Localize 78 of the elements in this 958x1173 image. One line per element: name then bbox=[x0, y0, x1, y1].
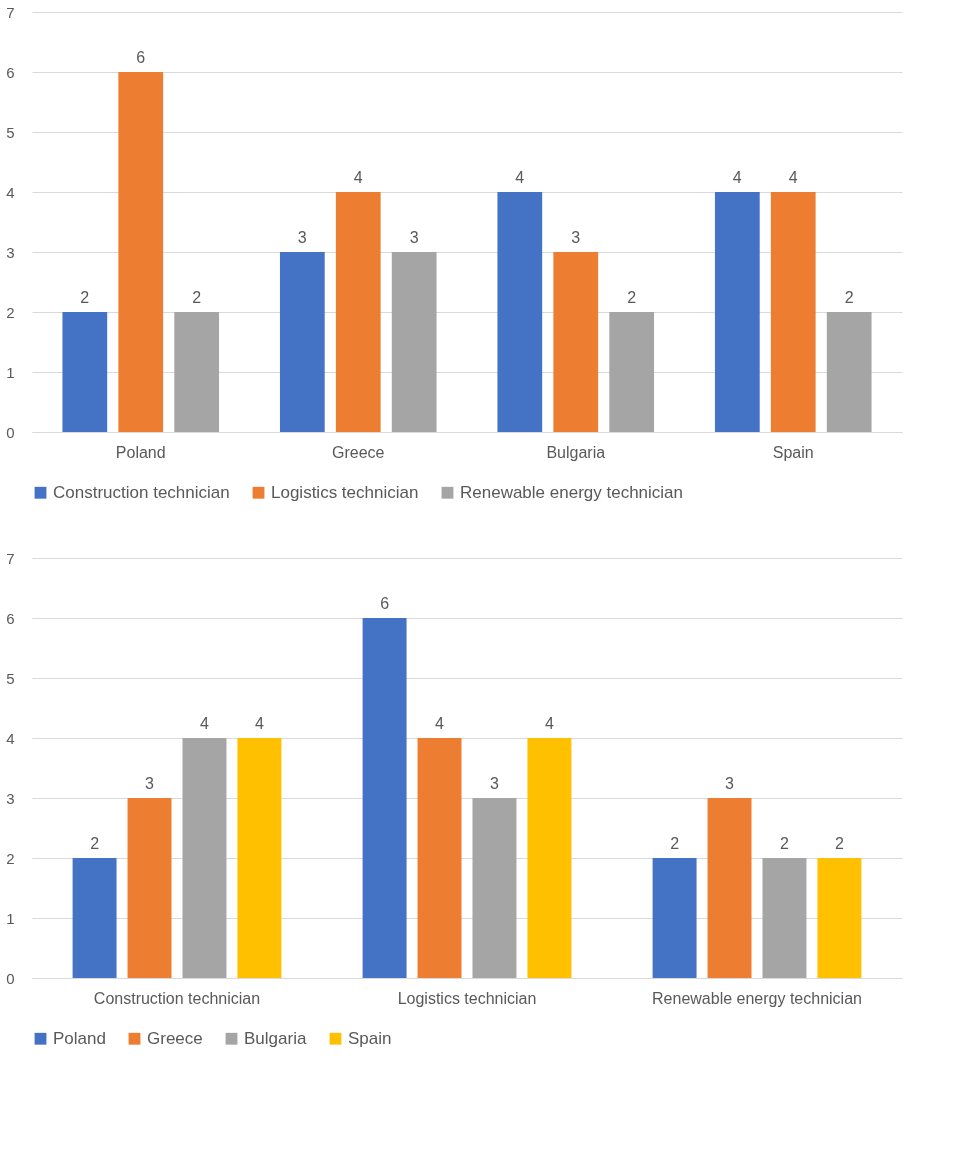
bar bbox=[770, 192, 816, 432]
x-tick-label: Greece bbox=[332, 443, 385, 461]
y-tick-label: 0 bbox=[6, 423, 15, 441]
legend-label: Spain bbox=[348, 1028, 392, 1048]
bar bbox=[652, 858, 697, 978]
data-label: 2 bbox=[192, 289, 202, 306]
y-tick-label: 1 bbox=[6, 909, 15, 927]
y-tick-label: 0 bbox=[6, 969, 15, 987]
data-label: 3 bbox=[725, 775, 735, 792]
y-tick-label: 5 bbox=[6, 669, 15, 687]
data-label: 4 bbox=[544, 715, 554, 732]
bar bbox=[362, 618, 407, 978]
bar bbox=[714, 192, 760, 432]
bar bbox=[609, 312, 655, 432]
x-tick-label: Bulgaria bbox=[546, 443, 606, 461]
data-label: 4 bbox=[435, 715, 445, 732]
legend-label: Bulgaria bbox=[244, 1028, 307, 1048]
x-tick-label: Construction technician bbox=[93, 989, 261, 1007]
data-label: 3 bbox=[571, 229, 581, 246]
legend-label: Logistics technician bbox=[271, 482, 419, 502]
legend-label: Renewable energy technician bbox=[460, 482, 684, 502]
legend-label: Greece bbox=[147, 1028, 203, 1048]
bar bbox=[472, 798, 517, 978]
y-tick-label: 5 bbox=[6, 123, 15, 141]
bar bbox=[118, 72, 164, 432]
y-tick-label: 2 bbox=[6, 849, 15, 867]
bar bbox=[553, 252, 599, 432]
data-label: 4 bbox=[515, 169, 525, 186]
x-tick-label: Logistics technician bbox=[397, 989, 537, 1007]
bar bbox=[707, 798, 752, 978]
bar bbox=[237, 738, 282, 978]
data-label: 3 bbox=[490, 775, 500, 792]
bar bbox=[182, 738, 227, 978]
x-tick-label: Poland bbox=[115, 443, 166, 461]
x-tick-label: Renewable energy technician bbox=[652, 989, 862, 1007]
data-label: 6 bbox=[136, 49, 146, 66]
bar bbox=[174, 312, 220, 432]
x-tick-label: Spain bbox=[772, 443, 814, 461]
y-tick-label: 4 bbox=[6, 729, 15, 747]
data-label: 2 bbox=[627, 289, 637, 306]
bar bbox=[62, 312, 108, 432]
data-label: 4 bbox=[353, 169, 363, 186]
data-label: 4 bbox=[732, 169, 742, 186]
y-tick-label: 3 bbox=[6, 789, 15, 807]
data-label: 2 bbox=[834, 835, 844, 852]
bar bbox=[527, 738, 572, 978]
bar bbox=[417, 738, 462, 978]
y-tick-label: 7 bbox=[6, 3, 15, 21]
data-label: 4 bbox=[788, 169, 798, 186]
data-label: 4 bbox=[200, 715, 210, 732]
bar bbox=[762, 858, 807, 978]
y-tick-label: 7 bbox=[6, 549, 15, 567]
y-tick-label: 6 bbox=[6, 63, 15, 81]
data-label: 3 bbox=[145, 775, 155, 792]
data-label: 2 bbox=[670, 835, 680, 852]
bar bbox=[279, 252, 325, 432]
bar bbox=[391, 252, 437, 432]
y-tick-label: 1 bbox=[6, 363, 15, 381]
y-tick-label: 6 bbox=[6, 609, 15, 627]
data-label: 4 bbox=[254, 715, 264, 732]
y-tick-label: 3 bbox=[6, 243, 15, 261]
legend-label: Construction technician bbox=[53, 482, 230, 502]
data-label: 6 bbox=[380, 595, 390, 612]
bar bbox=[826, 312, 872, 432]
bar bbox=[497, 192, 543, 432]
data-label: 2 bbox=[780, 835, 790, 852]
bar bbox=[335, 192, 381, 432]
y-tick-label: 2 bbox=[6, 303, 15, 321]
legend-label: Poland bbox=[53, 1028, 106, 1048]
data-label: 3 bbox=[409, 229, 419, 246]
data-label: 3 bbox=[297, 229, 307, 246]
data-label: 2 bbox=[844, 289, 854, 306]
y-tick-label: 4 bbox=[6, 183, 15, 201]
data-label: 2 bbox=[90, 835, 100, 852]
bar bbox=[817, 858, 862, 978]
bar bbox=[72, 858, 117, 978]
data-label: 2 bbox=[80, 289, 90, 306]
bar bbox=[127, 798, 172, 978]
